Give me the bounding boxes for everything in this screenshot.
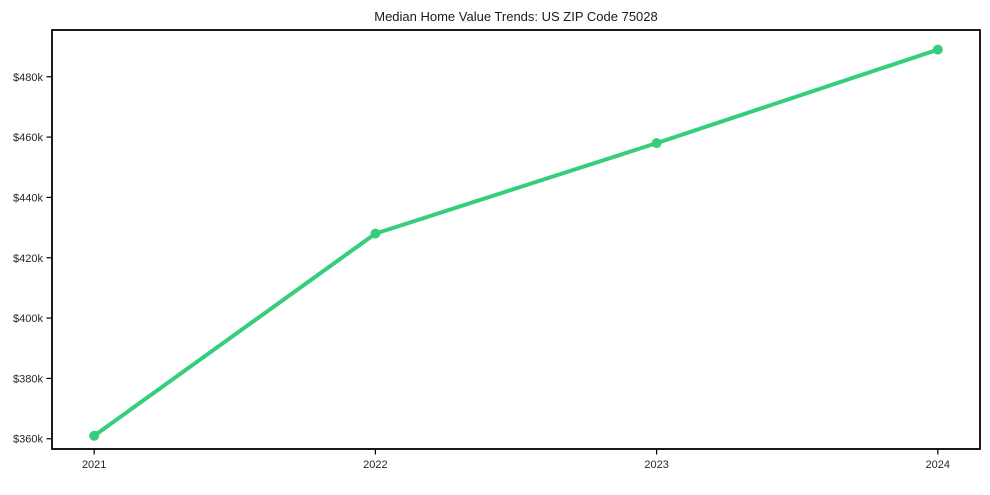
data-point-marker <box>932 44 943 55</box>
trend-line <box>92 47 940 438</box>
data-point-marker <box>89 430 100 441</box>
y-tick-label: $400k <box>13 313 43 325</box>
y-tick-label: $460k <box>13 132 43 144</box>
chart-title: Median Home Value Trends: US ZIP Code 75… <box>374 9 658 24</box>
x-tick-label: 2023 <box>644 459 668 471</box>
plot-area: $360k $380k $400k $420k $440k $460k $480k 2021 2… <box>13 29 981 471</box>
x-tick-label: 2021 <box>82 459 106 471</box>
data-point-marker <box>651 138 662 149</box>
y-tick-label: $440k <box>13 192 43 204</box>
x-tick-label: 2024 <box>926 459 950 471</box>
axes-frame <box>51 29 981 450</box>
y-tick-label: $380k <box>13 373 43 385</box>
y-tick-label: $360k <box>13 434 43 446</box>
x-tick-label: 2022 <box>363 459 387 471</box>
y-tick-label: $420k <box>13 253 43 265</box>
data-point-marker <box>370 228 381 239</box>
y-tick-label: $480k <box>13 72 43 84</box>
